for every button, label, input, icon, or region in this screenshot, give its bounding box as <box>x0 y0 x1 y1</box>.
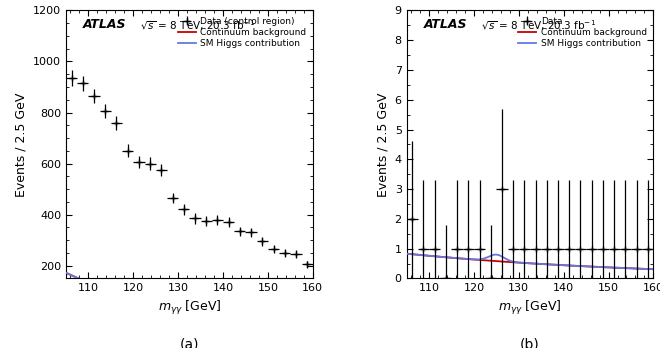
Y-axis label: Events / 2.5 GeV: Events / 2.5 GeV <box>15 92 28 197</box>
SM Higgs contribution <box>249 309 257 313</box>
Continuum background <box>560 263 568 267</box>
Continuum background <box>546 262 554 267</box>
Continuum background <box>212 306 220 310</box>
Text: (a): (a) <box>180 337 199 348</box>
Continuum background <box>205 305 213 309</box>
Continuum background <box>309 311 317 316</box>
SM Higgs contribution <box>552 263 560 267</box>
Line: SM Higgs contribution: SM Higgs contribution <box>407 254 653 269</box>
Continuum background <box>275 310 282 314</box>
Y-axis label: Events / 2.5 GeV: Events / 2.5 GeV <box>376 92 389 197</box>
X-axis label: $m_{\gamma\gamma}$ [GeV]: $m_{\gamma\gamma}$ [GeV] <box>158 299 221 317</box>
Text: $\sqrt{s}$ = 8 TeV, 20.3 fb$^{-1}$: $\sqrt{s}$ = 8 TeV, 20.3 fb$^{-1}$ <box>140 18 255 33</box>
Line: SM Higgs contribution: SM Higgs contribution <box>66 273 313 314</box>
Text: ATLAS: ATLAS <box>83 18 127 31</box>
Continuum background <box>77 277 85 282</box>
Continuum background <box>62 271 70 275</box>
Continuum background <box>249 309 257 313</box>
Line: Continuum background: Continuum background <box>66 273 313 314</box>
SM Higgs contribution <box>77 277 85 282</box>
Continuum background <box>219 307 227 311</box>
SM Higgs contribution <box>275 310 282 314</box>
Continuum background <box>615 266 623 270</box>
Continuum background <box>649 267 657 271</box>
X-axis label: $m_{\gamma\gamma}$ [GeV]: $m_{\gamma\gamma}$ [GeV] <box>498 299 562 317</box>
SM Higgs contribution <box>62 271 70 275</box>
SM Higgs contribution <box>418 253 426 257</box>
Text: (b): (b) <box>520 337 540 348</box>
SM Higgs contribution <box>403 252 411 256</box>
Continuum background <box>418 253 426 257</box>
SM Higgs contribution <box>590 264 598 269</box>
SM Higgs contribution <box>560 263 568 267</box>
SM Higgs contribution <box>212 306 220 310</box>
Legend: Data, Continuum background, SM Higgs contribution: Data, Continuum background, SM Higgs con… <box>517 15 649 50</box>
SM Higgs contribution <box>615 266 623 270</box>
Legend: Data (control region), Continuum background, SM Higgs contribution: Data (control region), Continuum backgro… <box>176 15 308 50</box>
SM Higgs contribution <box>219 307 227 311</box>
SM Higgs contribution <box>205 305 213 309</box>
Continuum background <box>403 252 411 256</box>
Text: $\sqrt{s}$ = 8 TeV, 20.3 fb$^{-1}$: $\sqrt{s}$ = 8 TeV, 20.3 fb$^{-1}$ <box>480 18 596 33</box>
SM Higgs contribution <box>546 262 554 267</box>
SM Higgs contribution <box>649 267 657 271</box>
Continuum background <box>552 263 560 267</box>
Continuum background <box>590 264 598 269</box>
Line: Continuum background: Continuum background <box>407 254 653 269</box>
SM Higgs contribution <box>309 311 317 316</box>
Text: ATLAS: ATLAS <box>424 18 467 31</box>
